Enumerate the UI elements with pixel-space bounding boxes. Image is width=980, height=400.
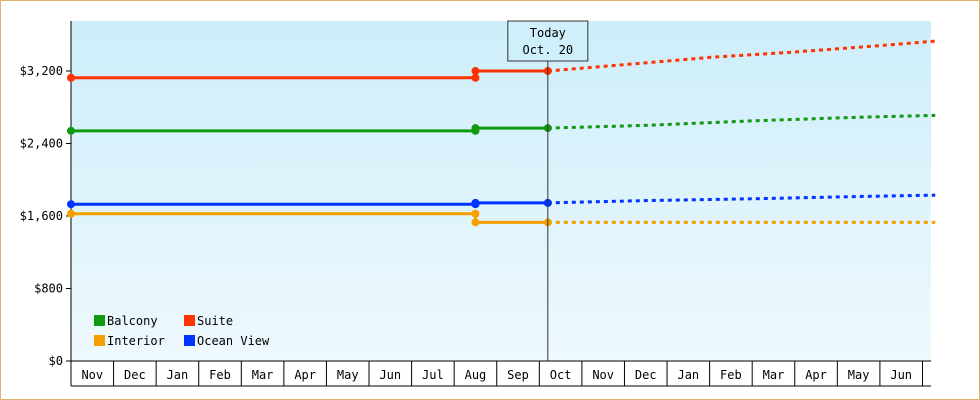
x-tick-label: Sep xyxy=(507,368,529,382)
series-point-interior xyxy=(67,209,75,218)
legend-swatch-balcony xyxy=(94,315,105,326)
series-forecast-ocean-view xyxy=(547,193,936,205)
today-marker: Today Oct. 20 xyxy=(507,20,589,361)
legend-swatch-suite xyxy=(184,315,195,326)
x-tick-label: Apr xyxy=(294,368,316,382)
x-tick-label: Nov xyxy=(81,368,103,382)
legend-label-suite: Suite xyxy=(197,314,233,328)
x-axis: Nov Dec Jan Feb Mar Apr May Jun Jul Aug Sep Oct Nov D… xyxy=(70,360,931,387)
y-tick-label: $800 xyxy=(34,282,63,296)
y-tick-label: $2,400 xyxy=(20,137,63,151)
today-label: Today xyxy=(530,26,566,40)
x-tick-label: Apr xyxy=(805,368,827,382)
series-point-interior xyxy=(471,209,480,218)
x-tick-label: May xyxy=(848,368,870,382)
series-ocean-view xyxy=(67,193,936,209)
x-tick-label: Feb xyxy=(209,368,231,382)
series-line-interior xyxy=(71,212,548,224)
series-point-suite xyxy=(471,73,480,82)
x-tick-label: Jul xyxy=(422,368,444,382)
y-tick-label: $1,600 xyxy=(20,209,63,223)
legend-label-ocean-view: Ocean View xyxy=(197,334,270,348)
legend-swatch-ocean-view xyxy=(184,335,195,346)
series-point-balcony xyxy=(471,124,480,133)
x-tick-label: Jun xyxy=(890,368,912,382)
y-tick-label: $3,200 xyxy=(20,64,63,78)
x-tick-label: Dec xyxy=(124,368,146,382)
y-axis: $0 $800 $1,600 $2,400 $3,200 xyxy=(20,21,72,368)
y-tick-label: $0 xyxy=(49,354,63,368)
series-interior xyxy=(67,209,936,227)
today-box xyxy=(507,20,589,62)
x-tick-label: May xyxy=(337,368,359,382)
series-point-balcony xyxy=(67,126,75,135)
series-point-suite xyxy=(471,67,480,75)
x-tick-label: Dec xyxy=(635,368,657,382)
x-tick-label: Oct xyxy=(550,368,572,382)
series-point-interior xyxy=(471,218,480,227)
x-tick-label: Mar xyxy=(763,368,785,382)
series-forecast-suite xyxy=(547,39,936,73)
x-tick-label: Nov xyxy=(592,368,614,382)
series-point-ocean-view xyxy=(471,198,480,207)
legend-label-interior: Interior xyxy=(107,334,165,348)
x-tick-label: Jan xyxy=(677,368,699,382)
legend-swatch-interior xyxy=(94,335,105,346)
x-tick-label: Feb xyxy=(720,368,742,382)
x-tick-label: Mar xyxy=(252,368,274,382)
x-tick-label: Jan xyxy=(167,368,189,382)
x-tick-label: Jun xyxy=(379,368,401,382)
series-forecast-balcony xyxy=(547,113,936,130)
series-point-suite xyxy=(67,73,75,82)
legend-label-balcony: Balcony xyxy=(107,314,158,328)
today-date: Oct. 20 xyxy=(523,43,574,57)
legend: Balcony Suite Interior Ocean View xyxy=(94,314,270,348)
x-tick-label: Aug xyxy=(465,368,487,382)
series-point-ocean-view xyxy=(67,200,75,209)
